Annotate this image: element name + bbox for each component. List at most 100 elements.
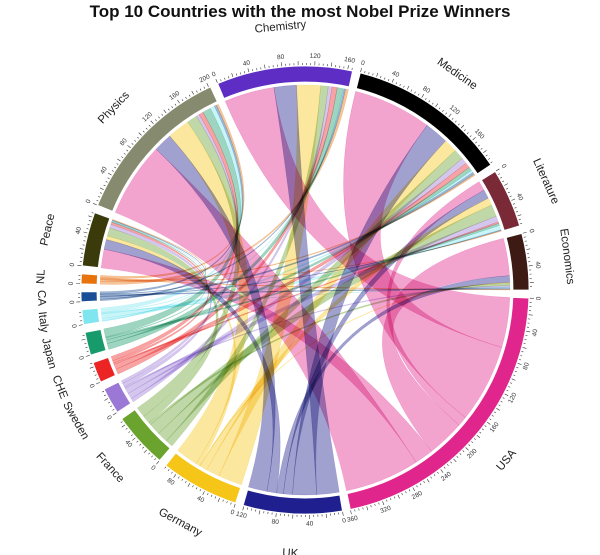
tick-medicine-0: [360, 68, 362, 73]
tick-usa-145: [494, 411, 497, 414]
tick-sweden-20: [104, 398, 109, 401]
tick-usa-95: [513, 374, 516, 377]
tick-sweden-30: [102, 390, 105, 393]
tick-usa-345: [362, 507, 364, 510]
arc-france[interactable]: [121, 409, 171, 461]
arc-physics[interactable]: [97, 86, 218, 212]
tick-label-uk-40: 40: [306, 521, 314, 528]
tick-physics-145: [167, 108, 170, 111]
tick-label-usa-0: 0: [536, 296, 543, 300]
tick-label-uk-0: 0: [342, 517, 347, 525]
ribbon-nl-physics: [100, 103, 245, 279]
tick-uk-100: [258, 510, 261, 515]
tick-medicine-190: [488, 158, 491, 160]
tick-medicine-120: [448, 113, 452, 118]
label-france: France: [93, 451, 126, 486]
tick-physics-135: [161, 113, 164, 116]
tick-label-chemistry-120: 120: [310, 53, 322, 60]
tick-label-physics-160: 160: [168, 90, 181, 102]
tick-usa-340: [366, 506, 369, 511]
tick-medicine-145: [463, 129, 466, 132]
tick-label-medicine-80: 80: [421, 85, 431, 95]
label-italy: Italy: [36, 311, 51, 334]
arc-economics[interactable]: [505, 233, 530, 291]
tick-label-economics-40: 40: [534, 261, 542, 269]
tick-medicine-25: [380, 76, 382, 79]
tick-medicine-175: [480, 148, 483, 150]
tick-usa-200: [465, 447, 469, 451]
tick-medicine-50: [399, 83, 401, 87]
tick-label-che-0: 0: [87, 383, 95, 390]
tick-usa-310: [390, 498, 392, 501]
label-uk: UK: [282, 547, 299, 555]
tick-label-ca-0: 0: [68, 300, 75, 304]
tick-label-usa-40: 40: [531, 328, 539, 337]
tick-uk-0: [342, 511, 344, 516]
arc-sweden[interactable]: [103, 381, 132, 413]
tick-physics-35: [107, 177, 110, 179]
tick-literature-45: [512, 203, 516, 205]
tick-medicine-10: [368, 72, 370, 75]
ribbon-japan-literature: [105, 223, 500, 341]
tick-france-40: [132, 437, 136, 441]
tick-medicine-70: [414, 91, 416, 94]
tick-medicine-160: [472, 137, 476, 141]
arc-uk[interactable]: [242, 489, 343, 515]
arc-literature[interactable]: [481, 171, 521, 231]
tick-physics-80: [127, 145, 131, 149]
tick-japan-0: [85, 355, 90, 357]
tick-physics-130: [158, 116, 160, 119]
tick-chemistry-10: [224, 77, 226, 80]
tick-usa-155: [489, 418, 492, 421]
tick-label-medicine-160: 160: [473, 128, 486, 141]
arc-ca[interactable]: [80, 291, 98, 303]
tick-medicine-140: [460, 124, 465, 129]
tick-physics-190: [199, 88, 202, 91]
tick-usa-205: [462, 450, 465, 453]
tick-label-germany-0: 0: [230, 509, 236, 517]
tick-usa-170: [481, 428, 484, 431]
tick-physics-125: [154, 119, 157, 122]
tick-label-physics-120: 120: [141, 111, 154, 124]
arc-chemistry[interactable]: [217, 65, 353, 99]
tick-usa-70: [520, 355, 523, 357]
tick-physics-30: [105, 181, 108, 183]
arc-nl[interactable]: [80, 273, 98, 285]
arc-japan[interactable]: [84, 329, 107, 356]
tick-peace-50: [87, 224, 90, 226]
tick-physics-155: [174, 103, 177, 106]
tick-physics-85: [131, 143, 134, 145]
arc-medicine[interactable]: [355, 72, 492, 175]
tick-japan-20: [81, 338, 86, 341]
label-peace: Peace: [38, 213, 57, 247]
tick-germany-80: [173, 474, 177, 478]
tick-usa-75: [518, 359, 522, 361]
arc-che[interactable]: [92, 357, 116, 383]
arc-peace[interactable]: [81, 212, 111, 268]
tick-che-5: [96, 378, 99, 380]
arc-italy[interactable]: [81, 307, 100, 326]
tick-physics-95: [137, 136, 139, 139]
tick-label-france-0: 0: [149, 464, 157, 472]
tick-medicine-45: [395, 82, 397, 85]
tick-physics-175: [188, 94, 191, 97]
arc-usa[interactable]: [346, 297, 530, 510]
tick-usa-60: [522, 347, 527, 349]
tick-literature-55: [515, 211, 519, 213]
tick-label-literature-0: 0: [500, 163, 508, 170]
ribbon-ca-economics: [99, 287, 511, 297]
tick-japan-10: [85, 347, 88, 349]
tick-chemistry-0: [215, 78, 218, 83]
tick-sweden-15: [108, 401, 111, 404]
tick-medicine-100: [435, 103, 439, 107]
tick-usa-85: [516, 366, 519, 369]
arc-germany[interactable]: [165, 452, 241, 504]
tick-usa-225: [450, 461, 452, 464]
tick-medicine-30: [384, 77, 386, 80]
tick-physics-180: [191, 90, 194, 95]
tick-che-10: [94, 374, 97, 376]
tick-medicine-75: [417, 93, 420, 96]
tick-usa-325: [378, 502, 380, 505]
tick-physics-75: [126, 149, 129, 152]
tick-germany-25: [214, 496, 217, 499]
